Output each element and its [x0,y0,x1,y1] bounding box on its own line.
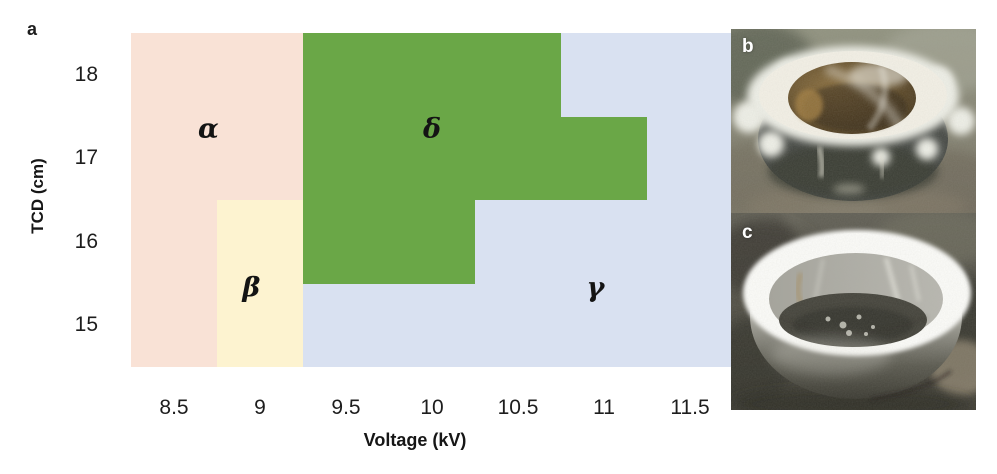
region-cell-gamma [647,200,734,284]
y-tick-label: 16 [74,229,98,253]
region-cell-delta [389,116,476,201]
y-axis-title: TCD (cm) [28,158,47,234]
y-tick-label: 18 [74,62,98,86]
region-cell-delta [389,200,476,284]
region-cell-alpha [131,283,218,368]
region-cell-gamma [561,283,648,368]
region-cell-alpha [131,200,218,284]
region-label-alpha: α [198,113,219,145]
x-tick-label: 11.5 [670,396,710,419]
region-cell-delta [475,33,562,117]
region-cell-gamma [647,33,734,117]
x-tick-label: 10.5 [497,396,539,419]
panel-a-letter: a [27,19,38,39]
y-tick-label: 17 [74,146,98,170]
x-axis-title: Voltage (kV) [363,430,467,450]
x-tick-label: 8.5 [159,396,189,419]
region-cell-gamma [475,200,562,284]
x-tick-label: 11 [593,396,615,419]
panel-b-letter: b [742,36,754,57]
x-tick-label: 9 [254,396,266,419]
region-cell-gamma [303,283,390,368]
region-cell-gamma [561,33,648,117]
region-cell-alpha [131,33,218,117]
region-cell-delta [303,200,390,284]
region-label-gamma: γ [586,272,605,304]
x-tick-label: 10 [420,396,444,419]
y-tick-label: 15 [74,313,98,337]
photo-ring-smooth-white-coating [731,213,976,410]
region-cell-beta [217,200,304,284]
region-cell-beta [217,283,304,368]
plot-area: α β δ γ [131,33,734,368]
region-cell-delta [561,116,648,201]
region-cell-delta [389,33,476,117]
region-cell-gamma [389,283,476,368]
region-cell-delta [303,116,390,201]
region-cell-gamma [561,200,648,284]
region-cell-gamma [647,283,734,368]
x-axis-ticks: 8.5 9 9.5 10 10.5 11 11.5 [131,396,733,422]
region-cell-delta [475,116,562,201]
region-cell-alpha [217,33,304,117]
region-cell-gamma [647,116,734,201]
region-label-beta: β [242,272,261,304]
x-tick-label: 9.5 [331,396,361,419]
panel-c-letter: c [742,222,753,243]
photo-ring-fluffy-fiber-coating [731,29,976,213]
y-axis-ticks: 18 17 16 15 [40,33,98,367]
region-cell-gamma [475,283,562,368]
region-cell-alpha [217,116,304,201]
region-cell-alpha [131,116,218,201]
region-label-delta: δ [422,113,442,145]
region-cell-delta [303,33,390,117]
